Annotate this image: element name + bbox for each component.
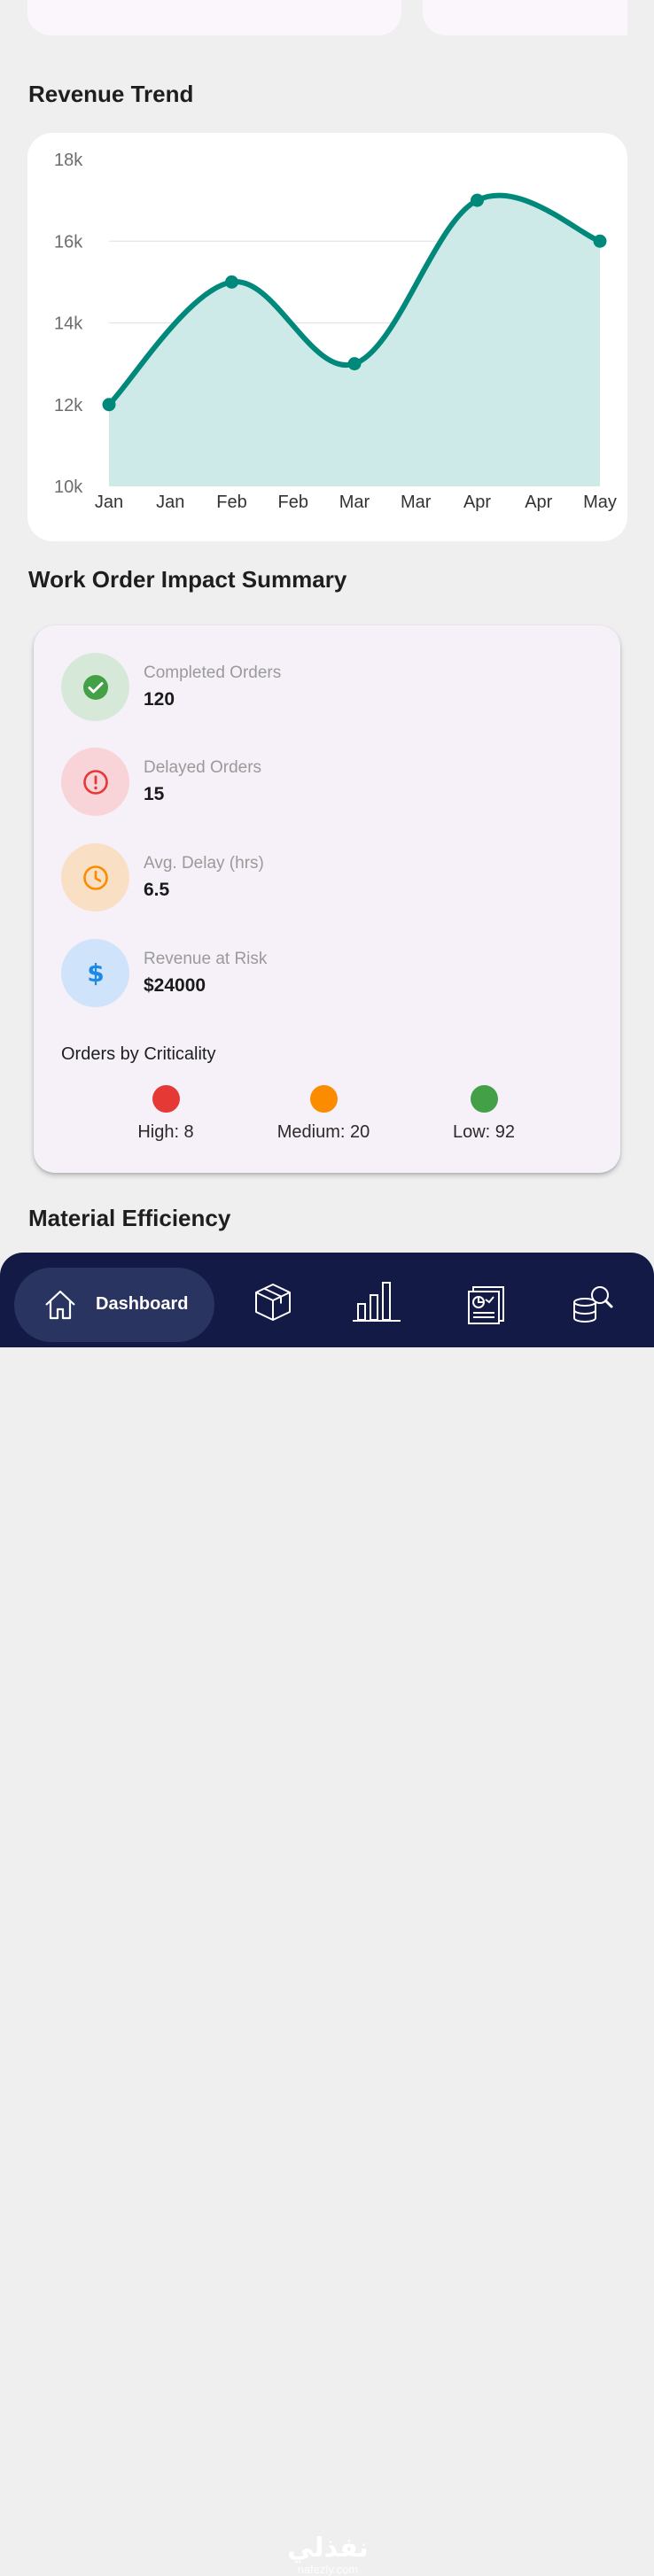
nav-dashboard-label: Dashboard [96, 1294, 189, 1314]
bar-chart-icon [353, 1282, 401, 1322]
data-point [225, 275, 238, 289]
x-tick-label: Jan [156, 493, 184, 512]
y-tick-label: 18k [54, 151, 83, 170]
watermark-arabic: نفذلي [287, 2533, 369, 2563]
criticality-label: Medium: 20 [276, 1122, 370, 1142]
top-stat-card-left [27, 0, 401, 35]
nav-dashboard-button[interactable]: Dashboard [14, 1268, 214, 1342]
criticality-high: High: 8 [77, 1085, 254, 1143]
revenue-chart: 18k 16k 14k 12k 10k Jan Jan Feb Feb Mar Mar Apr Apr… [54, 151, 617, 512]
metric-value: 6.5 [144, 880, 170, 900]
x-tick-label: Feb [278, 493, 308, 512]
material-efficiency-title: Material Efficiency [28, 1205, 231, 1231]
data-point [347, 357, 362, 371]
data-point [102, 398, 116, 412]
data-point [593, 234, 607, 248]
work-order-summary-card: Completed Orders 120 Delayed Orders 15 A… [34, 625, 620, 1173]
criticality-label: High: 8 [137, 1122, 194, 1142]
x-tick-label: Feb [216, 493, 246, 512]
metric-label: Delayed Orders [144, 758, 262, 777]
svg-text:$: $ [87, 959, 104, 988]
criticality-label: Low: 92 [452, 1122, 516, 1142]
y-tick-label: 16k [54, 232, 83, 252]
top-stat-card-right [423, 0, 627, 35]
revenue-trend-title: Revenue Trend [28, 81, 194, 107]
bottom-navigation: Dashboard نفذلي nafezly.com [0, 1253, 654, 2575]
metric-label: Completed Orders [144, 663, 282, 682]
watermark: نفذلي nafezly.com [287, 2533, 369, 2576]
inventory-box-icon [255, 1284, 291, 1321]
y-tick-label: 14k [54, 314, 83, 334]
clock-icon [61, 843, 129, 912]
report-icon [468, 1286, 504, 1324]
completed-orders-metric: Completed Orders 120 [61, 653, 593, 721]
nav-inventory-button[interactable] [253, 1281, 293, 1328]
alert-circle-icon [61, 748, 129, 816]
metric-label: Avg. Delay (hrs) [144, 854, 264, 873]
work-order-title: Work Order Impact Summary [28, 566, 347, 593]
nav-reports-button[interactable] [466, 1284, 507, 1330]
x-tick-label: Mar [401, 493, 432, 512]
y-tick-label: 10k [54, 477, 83, 497]
revenue-at-risk-metric: $ Revenue at Risk $24000 [61, 939, 593, 1007]
metric-value: $24000 [144, 975, 206, 996]
nav-database-search-button[interactable] [571, 1283, 615, 1331]
watermark-latin: nafezly.com [297, 2563, 359, 2576]
database-search-icon [573, 1286, 613, 1323]
criticality-medium: Medium: 20 [235, 1085, 412, 1143]
dollar-icon: $ [61, 939, 129, 1007]
low-dot [470, 1085, 498, 1113]
delayed-orders-metric: Delayed Orders 15 [61, 748, 593, 816]
criticality-low: Low: 92 [395, 1085, 572, 1143]
x-tick-label: Apr [463, 493, 491, 512]
metric-label: Revenue at Risk [144, 950, 268, 968]
metric-value: 15 [144, 784, 165, 804]
criticality-title: Orders by Criticality [61, 1044, 216, 1064]
metric-value: 120 [144, 689, 175, 710]
x-tick-label: Jan [95, 493, 123, 512]
home-icon [43, 1287, 78, 1327]
x-tick-label: Mar [339, 493, 370, 512]
revenue-area [109, 195, 600, 487]
nav-analytics-button[interactable] [351, 1277, 402, 1328]
data-point [471, 193, 484, 207]
x-tick-label: Apr [525, 493, 552, 512]
avg-delay-metric: Avg. Delay (hrs) 6.5 [61, 843, 593, 912]
y-tick-label: 12k [54, 396, 83, 415]
revenue-chart-card: 18k 16k 14k 12k 10k Jan Jan Feb Feb Mar Mar Apr Apr… [27, 133, 627, 541]
x-tick-label: May [583, 493, 617, 512]
check-circle-icon [61, 653, 129, 721]
high-dot [152, 1085, 180, 1113]
medium-dot [309, 1085, 338, 1113]
